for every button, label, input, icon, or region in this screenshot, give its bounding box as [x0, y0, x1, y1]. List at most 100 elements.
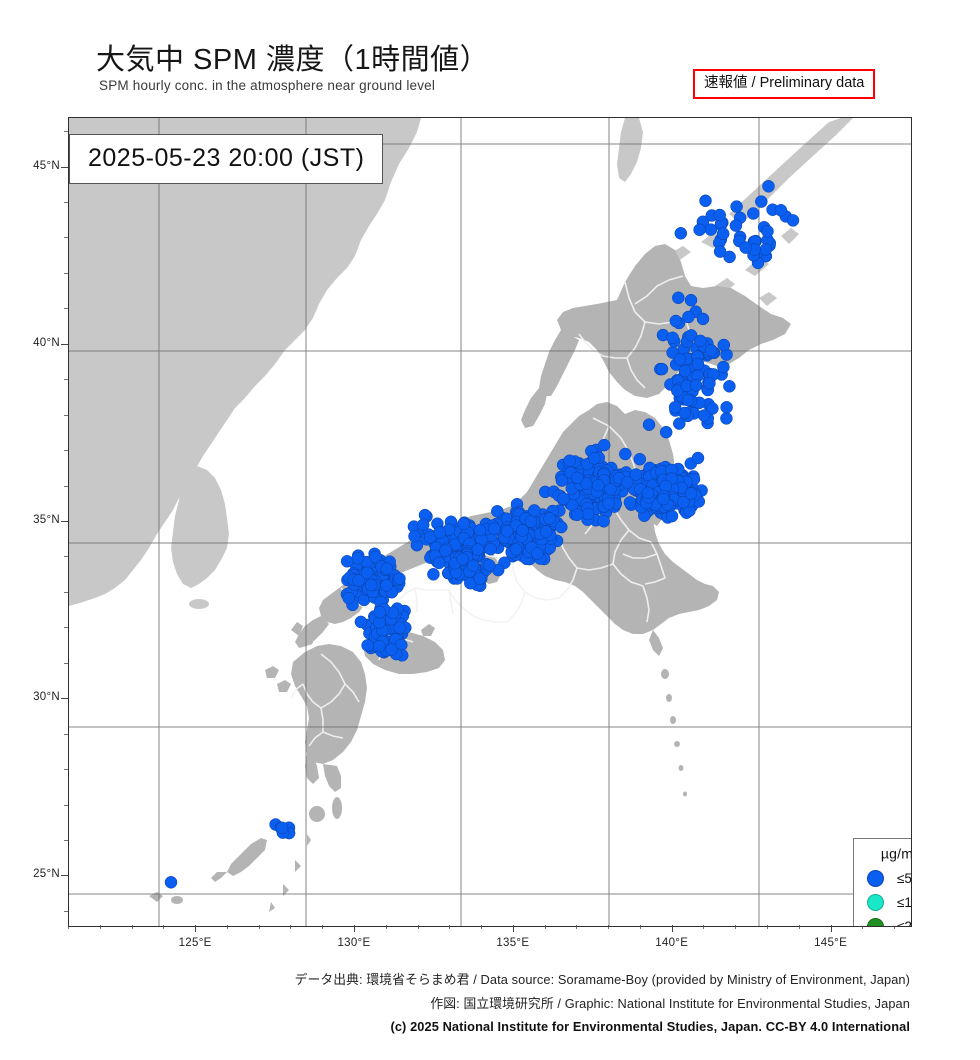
station-point[interactable] [369, 550, 382, 564]
station-point[interactable] [691, 357, 705, 371]
station-point[interactable] [678, 406, 691, 420]
station-point[interactable] [516, 524, 529, 537]
station-point[interactable] [730, 200, 743, 213]
station-point[interactable] [563, 454, 576, 468]
station-point[interactable] [694, 334, 707, 348]
station-point[interactable] [360, 566, 374, 580]
station-point[interactable] [720, 412, 733, 425]
station-point[interactable] [693, 223, 706, 237]
station-point[interactable] [361, 639, 374, 652]
station-point[interactable] [380, 579, 393, 592]
station-point[interactable] [364, 578, 378, 592]
station-point[interactable] [706, 402, 719, 415]
station-point[interactable] [620, 476, 634, 489]
station-point[interactable] [524, 515, 538, 528]
station-point[interactable] [602, 497, 615, 510]
station-point[interactable] [588, 452, 601, 465]
station-point[interactable] [723, 380, 736, 393]
station-point[interactable] [729, 219, 743, 232]
station-point[interactable] [619, 447, 632, 461]
station-point[interactable] [275, 821, 289, 835]
station-point[interactable] [471, 543, 484, 556]
map-canvas[interactable]: 2025-05-23 20:00 (JST) µg/m 3 ≤50 ≤100 ≤20… [68, 117, 912, 927]
station-point[interactable] [483, 559, 496, 572]
station-point[interactable] [466, 559, 480, 573]
station-point[interactable] [557, 492, 570, 505]
station-point[interactable] [484, 542, 497, 556]
station-point[interactable] [755, 195, 768, 208]
station-point[interactable] [416, 518, 430, 532]
station-point[interactable] [642, 418, 656, 431]
station-point[interactable] [439, 544, 452, 557]
station-point[interactable] [747, 207, 760, 220]
station-point[interactable] [720, 401, 733, 414]
station-point[interactable] [699, 194, 712, 208]
station-point[interactable] [373, 639, 386, 653]
station-point[interactable] [684, 487, 698, 500]
station-point[interactable] [684, 329, 698, 342]
station-point[interactable] [713, 208, 726, 222]
station-point[interactable] [739, 241, 752, 254]
station-point[interactable] [385, 643, 398, 656]
station-point[interactable] [591, 478, 605, 492]
station-point[interactable] [669, 314, 683, 328]
station-point[interactable] [597, 438, 611, 452]
station-point[interactable] [681, 393, 695, 407]
station-point[interactable] [704, 223, 718, 236]
station-point[interactable] [473, 572, 486, 585]
station-point[interactable] [555, 474, 569, 487]
station-point[interactable] [380, 562, 394, 575]
station-point[interactable] [543, 512, 556, 525]
station-point[interactable] [623, 496, 637, 509]
station-point[interactable] [629, 468, 643, 481]
station-point[interactable] [555, 520, 568, 534]
station-point[interactable] [488, 522, 501, 535]
station-point[interactable] [633, 452, 647, 466]
station-point[interactable] [677, 495, 690, 509]
station-point[interactable] [759, 243, 773, 256]
station-point[interactable] [761, 225, 774, 238]
station-point[interactable] [678, 364, 692, 378]
station-point[interactable] [408, 529, 421, 543]
station-point[interactable] [786, 214, 800, 227]
station-point[interactable] [689, 379, 703, 392]
station-point[interactable] [674, 227, 688, 240]
station-point[interactable] [342, 591, 355, 605]
station-point[interactable] [393, 572, 406, 585]
station-point[interactable] [703, 377, 716, 390]
station-point[interactable] [697, 409, 711, 422]
station-point[interactable] [539, 525, 553, 538]
station-point[interactable] [673, 353, 687, 366]
station-point[interactable] [432, 556, 446, 570]
station-point[interactable] [604, 482, 617, 496]
station-point[interactable] [354, 615, 368, 629]
station-point[interactable] [717, 360, 730, 374]
station-point[interactable] [672, 291, 685, 305]
station-point[interactable] [352, 574, 365, 587]
station-point[interactable] [723, 250, 736, 264]
station-point[interactable] [666, 331, 679, 345]
station-point[interactable] [351, 551, 364, 565]
station-point[interactable] [659, 425, 673, 439]
station-point[interactable] [641, 486, 655, 500]
station-point[interactable] [457, 517, 470, 530]
station-point[interactable] [393, 621, 406, 634]
station-point[interactable] [456, 552, 469, 566]
station-point[interactable] [682, 310, 695, 324]
station-point[interactable] [655, 362, 669, 376]
station-point[interactable] [570, 508, 584, 522]
station-point[interactable] [704, 344, 718, 357]
station-point[interactable] [433, 526, 447, 539]
station-point[interactable] [691, 451, 705, 465]
station-point[interactable] [500, 525, 514, 538]
station-point[interactable] [579, 477, 593, 490]
station-point[interactable] [762, 180, 775, 193]
station-point[interactable] [340, 555, 354, 568]
station-point[interactable] [491, 505, 504, 518]
station-point[interactable] [597, 515, 610, 528]
station-point[interactable] [570, 471, 584, 485]
station-point[interactable] [473, 523, 487, 537]
station-point[interactable] [427, 568, 440, 581]
station-point[interactable] [657, 492, 670, 506]
station-point[interactable] [509, 543, 523, 556]
